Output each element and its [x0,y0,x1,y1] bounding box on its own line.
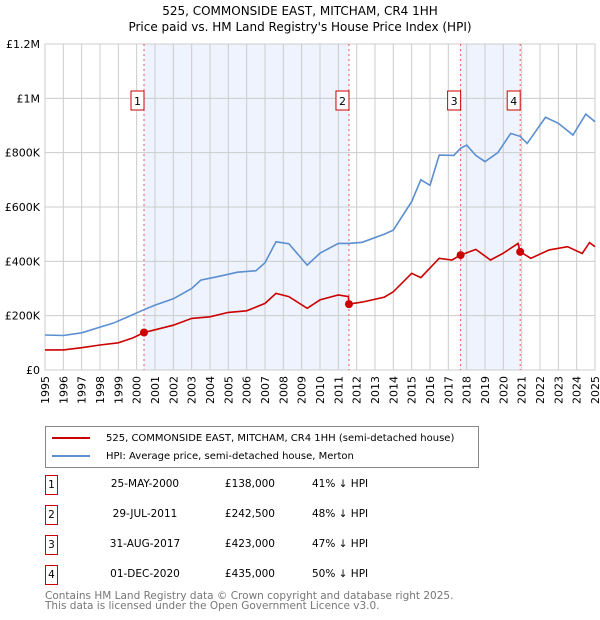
chart-title: 525, COMMONSIDE EAST, MITCHAM, CR4 1HH [162,4,438,18]
x-tick-label: 2008 [277,376,290,404]
legend-label-hpi: HPI: Average price, semi-detached house,… [106,450,354,462]
x-tick-label: 2007 [259,376,272,404]
x-tick-label: 2011 [332,376,345,404]
legend: 525, COMMONSIDE EAST, MITCHAM, CR4 1HH (… [45,426,479,468]
y-tick-label: £1M [17,92,41,105]
transaction-date: 01-DEC-2020 [110,568,180,580]
sale-number-box [447,90,462,111]
y-tick-label: £600K [5,201,41,214]
x-tick-label: 1999 [112,376,125,404]
legend-item-hpi: HPI: Average price, semi-detached house,… [52,448,354,464]
x-tick-label: 2014 [387,376,400,404]
legend-swatch-hpi [52,455,90,457]
x-tick-label: 2022 [534,376,547,404]
footer-copyright: Contains HM Land Registry data © Crown c… [45,590,454,602]
transaction-hpi-diff: 48% ↓ HPI [312,508,369,520]
series-line-hpi [44,112,596,337]
transaction-number-badge: 2 [45,505,58,525]
transaction-hpi-diff: 50% ↓ HPI [312,568,369,580]
x-tick-label: 2003 [186,376,199,404]
x-tick-label: 2025 [589,376,600,404]
plot-frame [44,43,596,371]
chart-subtitle: Price paid vs. HM Land Registry's House … [128,20,472,34]
x-tick-label: 2002 [167,376,180,404]
footer-licence: This data is licensed under the Open Gov… [45,600,380,612]
y-tick-label: £200K [5,310,41,323]
x-tick-label: 2016 [424,376,437,404]
legend-label-price: 525, COMMONSIDE EAST, MITCHAM, CR4 1HH (… [106,432,455,444]
sale-point [344,300,353,309]
transaction-date: 29-JUL-2011 [112,508,178,520]
x-tick-label: 2020 [497,376,510,404]
x-tick-label: 2021 [516,376,529,404]
x-tick-label: 2000 [131,376,144,404]
sale-point [140,328,148,337]
x-tick-label: 2023 [552,376,565,404]
transaction-number-badge: 3 [45,535,58,555]
transaction-date: 25-MAY-2000 [110,478,180,490]
x-tick-label: 2009 [296,376,309,404]
transaction-number-badge: 1 [45,475,58,495]
sale-number-label: 3 [451,95,458,108]
y-tick-label: £800K [5,147,41,160]
transaction-price: £242,500 [224,508,275,520]
x-tick-label: 2004 [204,376,217,404]
transaction-hpi-diff: 41% ↓ HPI [312,478,369,490]
y-tick-label: £400K [5,255,41,268]
transaction-date: 31-AUG-2017 [109,538,181,550]
x-tick-label: 2001 [149,376,162,404]
transaction-price: £138,000 [224,478,275,490]
sale-number-box [506,90,521,111]
sale-number-box [130,90,145,111]
x-tick-label: 1996 [57,376,70,404]
price-chart: 1995 1996 1997 1998 1999 2000 2001 2002 2003 2004… [5,38,600,404]
legend-swatch-price [52,437,90,439]
legend-item-price: 525, COMMONSIDE EAST, MITCHAM, CR4 1HH (… [52,430,454,446]
transaction-hpi-diff: 47% ↓ HPI [312,538,369,550]
transaction-price: £435,000 [224,568,275,580]
x-tick-label: 1998 [94,376,107,404]
x-tick-label: 2024 [571,376,584,404]
sale-number-label: 1 [134,95,141,108]
y-tick-label: £0 [26,364,40,377]
transaction-number-badge: 4 [45,565,58,585]
x-tick-label: 2015 [406,376,419,404]
x-tick-label: 2012 [351,376,364,404]
x-tick-label: 2006 [241,376,254,404]
x-tick-label: 1995 [39,376,52,404]
x-tick-label: 2017 [442,376,455,404]
sale-point [456,251,465,260]
x-tick-label: 2010 [314,376,327,404]
transaction-price: £423,000 [224,538,275,550]
x-tick-label: 2018 [461,376,474,404]
sale-number-label: 2 [339,95,346,108]
y-tick-label: £1.2M [6,38,40,51]
x-tick-label: 2019 [479,376,492,404]
x-tick-label: 1997 [76,376,89,404]
x-tick-label: 2005 [222,376,235,404]
sale-number-box [335,90,350,111]
x-tick-label: 2013 [369,376,382,404]
sale-number-label: 4 [510,95,517,108]
sale-point [516,247,525,256]
